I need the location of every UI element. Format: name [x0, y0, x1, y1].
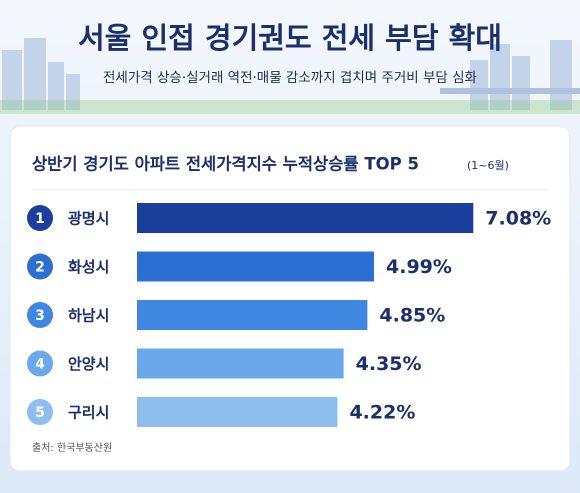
value-label: 7.08%	[485, 208, 551, 230]
bar	[137, 251, 375, 282]
bar	[137, 203, 474, 233]
rank-badge	[27, 399, 53, 425]
rank-badge	[27, 350, 53, 377]
category-label: 구리시	[68, 404, 109, 422]
category-label: 안양시	[68, 355, 109, 373]
value-label: 4.22%	[349, 402, 415, 424]
chart-period: (1~6월)	[467, 159, 509, 172]
subtitle: 전세가격 상승·실거래 역전·매물 감소까지 겹치며 주거비 부담 심화	[103, 70, 477, 86]
rank-number: 1	[35, 211, 45, 227]
rank-number: 4	[35, 357, 45, 373]
rank-number: 3	[35, 308, 45, 324]
rank-number: 5	[35, 405, 45, 421]
category-label: 광명시	[68, 210, 109, 228]
value-label: 4.85%	[379, 305, 445, 327]
rank-badge	[27, 302, 53, 328]
title: 서울 인접 경기권도 전세 부담 확대	[78, 21, 502, 55]
rank-badge	[27, 253, 53, 280]
value-label: 4.35%	[356, 353, 422, 375]
skyline	[2, 38, 580, 110]
bar	[137, 300, 368, 330]
category-label: 하남시	[68, 307, 109, 325]
greenery	[0, 100, 580, 114]
chart-title: 상반기 경기도 아파트 전세가격지수 누적상승률 TOP 5	[32, 155, 419, 174]
source: 출처: 한국부동산원	[32, 442, 112, 454]
value-label: 4.99%	[386, 256, 452, 278]
bar	[137, 397, 338, 427]
rank-number: 2	[35, 260, 45, 276]
category-label: 화성시	[68, 258, 109, 276]
rank-badge	[27, 205, 53, 231]
bar	[137, 348, 344, 379]
